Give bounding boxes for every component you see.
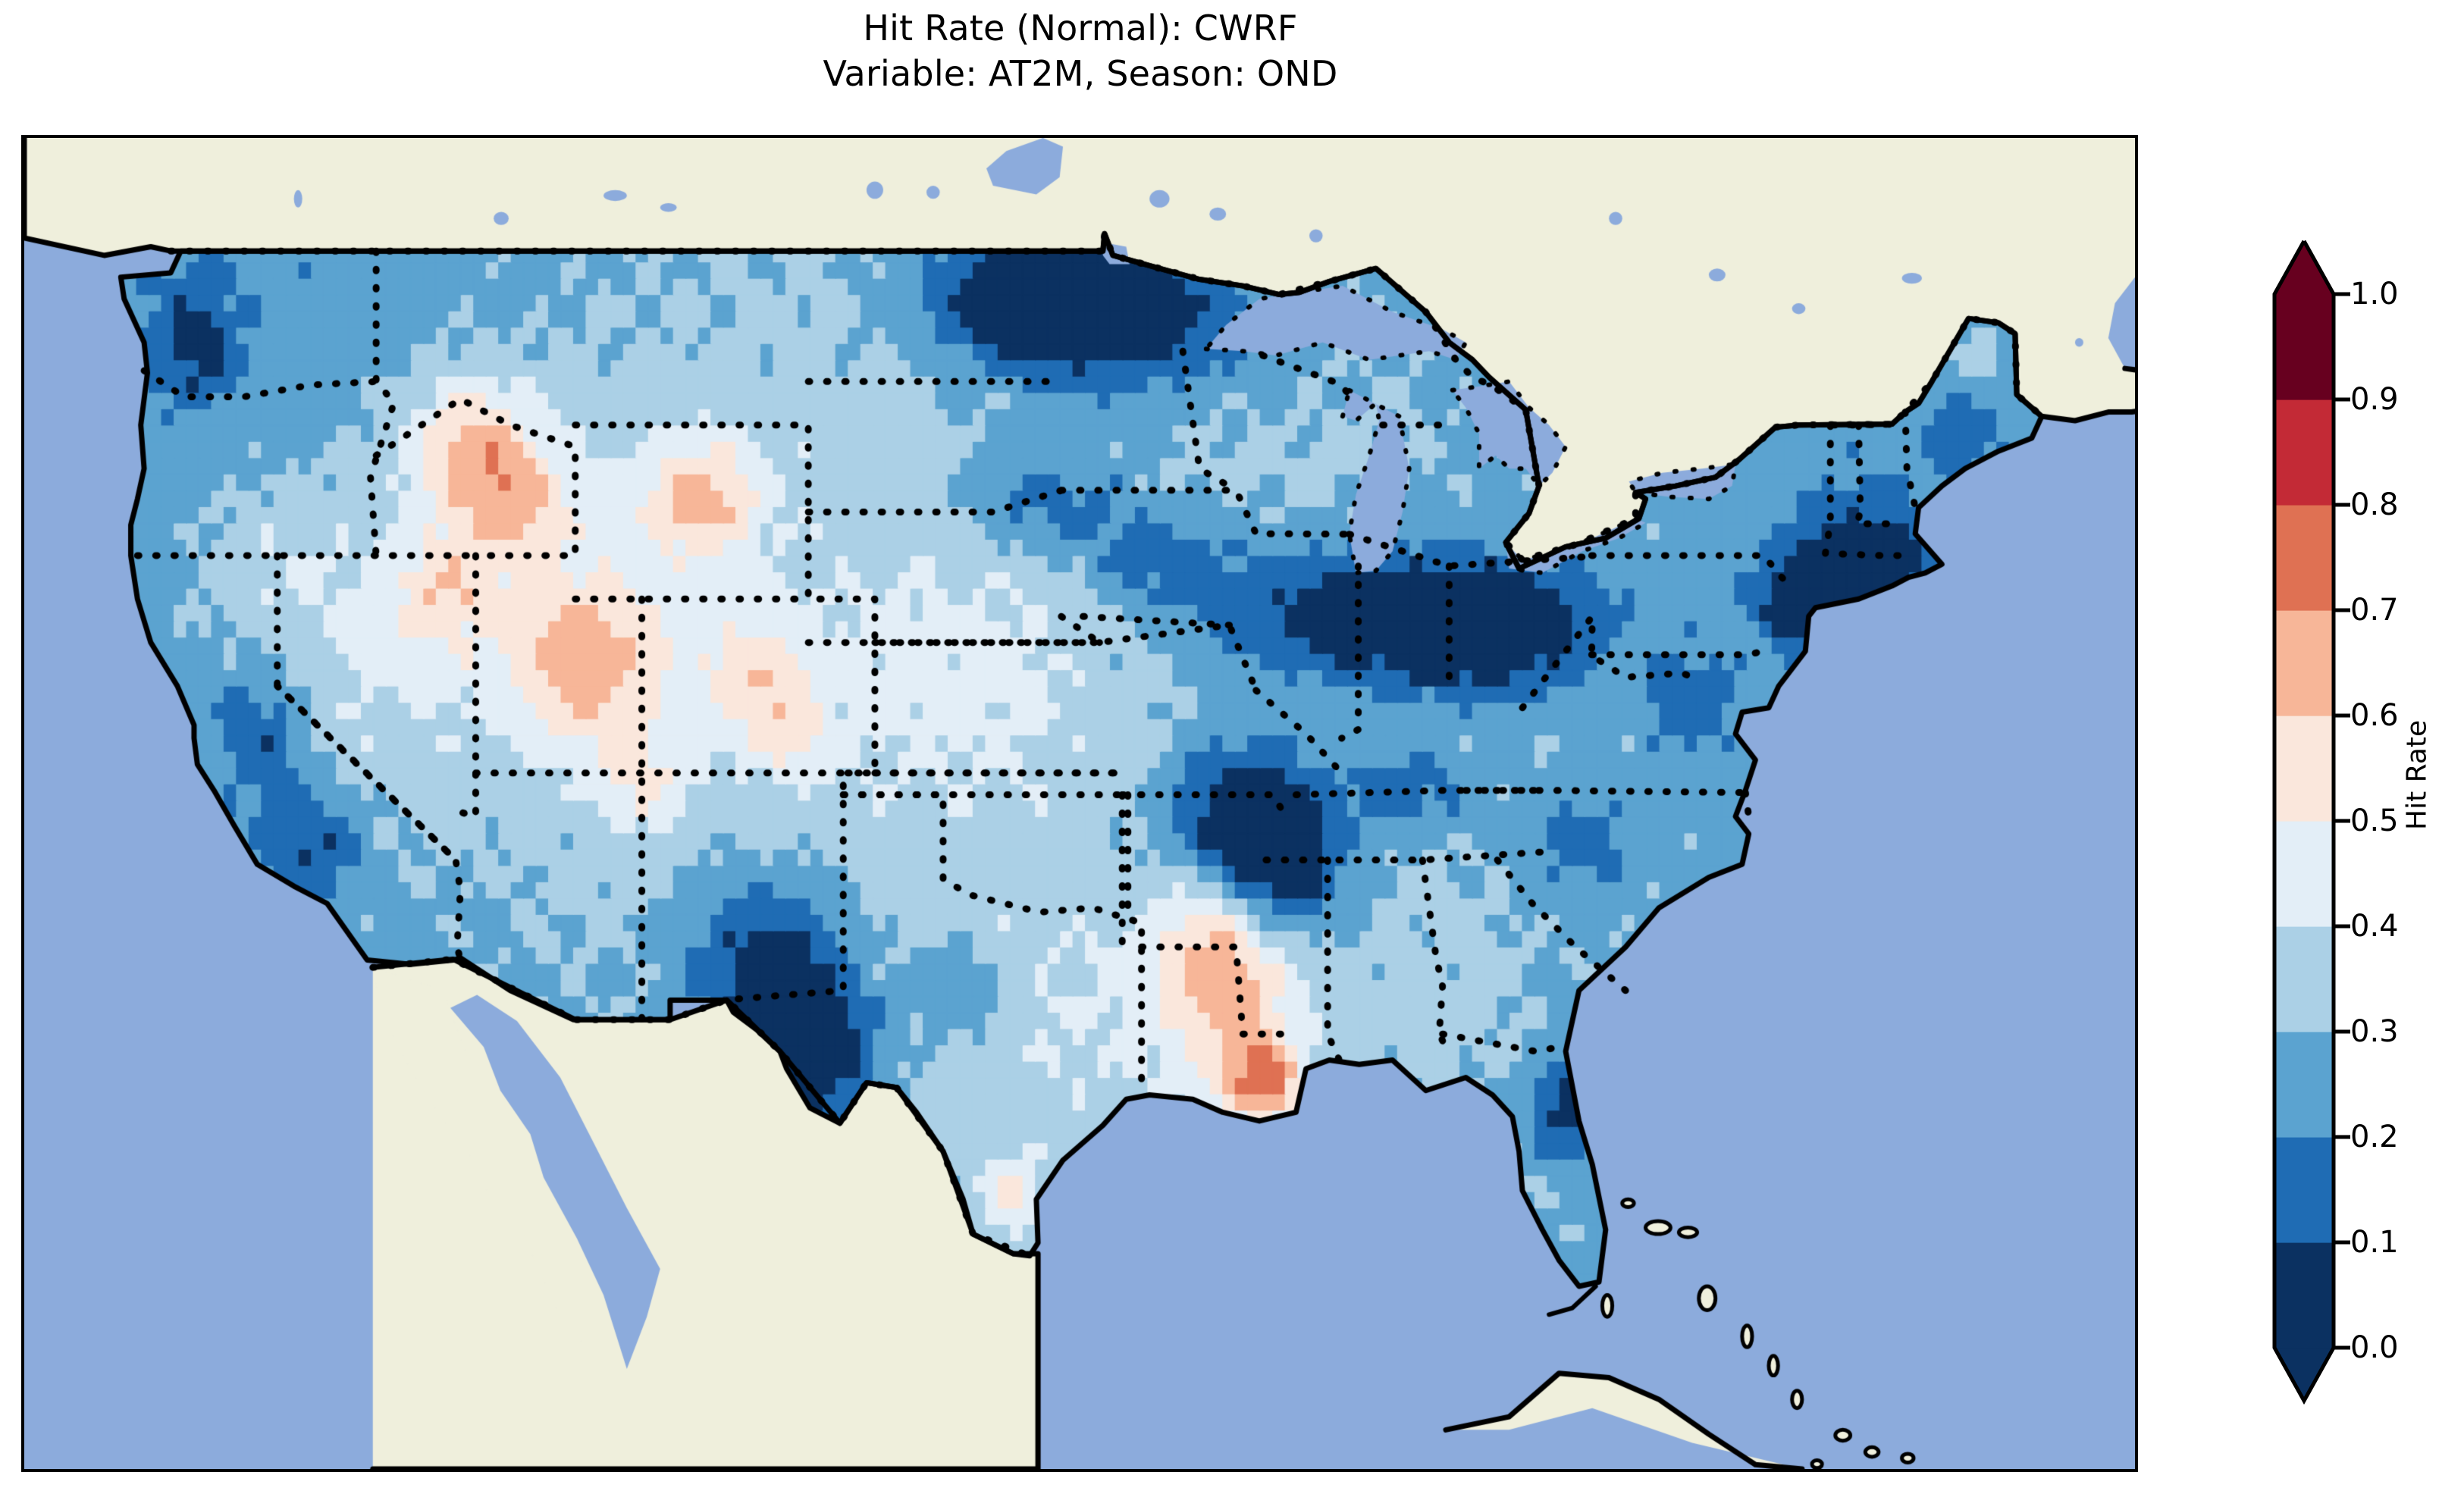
colorbar-gradient: [2272, 240, 2350, 1405]
colorbar-tick-label: 0.6: [2350, 698, 2399, 733]
colorbar-tick-label: 0.4: [2350, 909, 2399, 944]
hit-rate-heatmap: [24, 138, 2135, 1469]
colorbar-tick-label: 0.8: [2350, 487, 2399, 522]
colorbar-tick-label: 0.7: [2350, 593, 2399, 628]
colorbar-tick-label: 0.9: [2350, 382, 2399, 417]
colorbar-tick-label: 1.0: [2350, 277, 2399, 312]
colorbar-tick-label: 0.2: [2350, 1120, 2399, 1154]
map-plot-area: [21, 135, 2138, 1472]
colorbar-label: Hit Rate: [2401, 719, 2433, 830]
chart-title: Hit Rate (Normal): CWRF Variable: AT2M, …: [0, 6, 2161, 97]
title-line-2: Variable: AT2M, Season: OND: [823, 52, 1338, 94]
colorbar-tick-label: 0.3: [2350, 1014, 2399, 1049]
colorbar-tick-label: 0.5: [2350, 803, 2399, 838]
title-line-1: Hit Rate (Normal): CWRF: [863, 8, 1298, 49]
colorbar: Hit Rate 0.0 0.1 0.2 0.3 0.4 0.5 0.6 0.7 0.8 0.9 1…: [2268, 227, 2450, 1433]
colorbar-tick-label: 0.0: [2350, 1330, 2399, 1365]
colorbar-tick-label: 0.1: [2350, 1225, 2399, 1260]
